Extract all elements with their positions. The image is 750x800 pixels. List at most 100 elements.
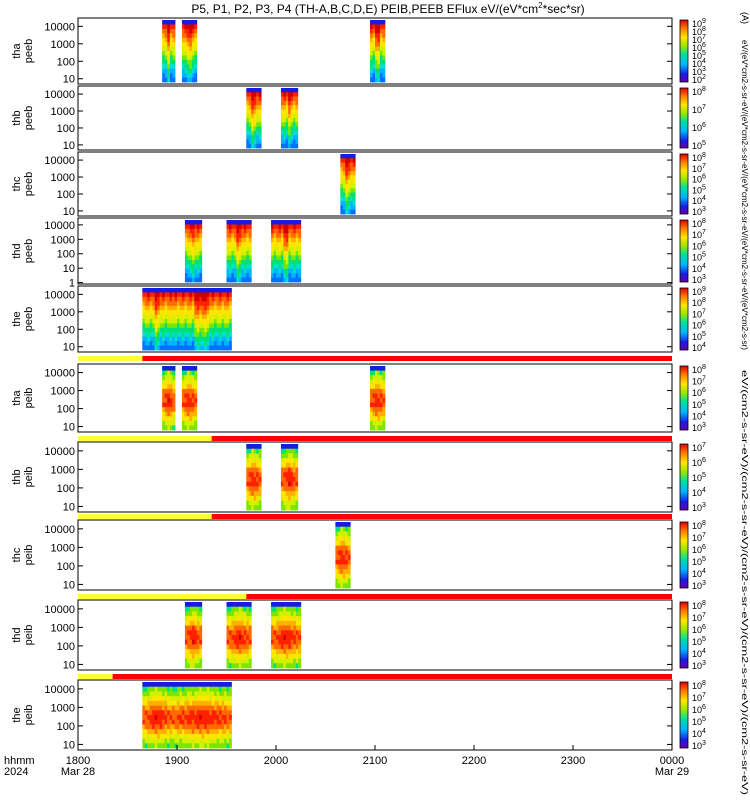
mode-bar-red bbox=[112, 674, 672, 679]
colorbar-tick-label: 106 bbox=[692, 457, 706, 468]
colorbar-tick-label: 106 bbox=[692, 122, 706, 133]
y-tick-label: 10000 bbox=[44, 446, 75, 458]
colorbar-tick-label: 104 bbox=[692, 58, 706, 69]
panel-thb-peeb: 10000 1000 100 10 thb peeb 108 107 106 105 bbox=[11, 85, 706, 152]
colorbar-tick-label: 108 bbox=[692, 86, 706, 97]
y-tick-label: 10 bbox=[63, 206, 75, 218]
colorbar-tick-label: 105 bbox=[692, 636, 706, 647]
colorbar bbox=[679, 365, 689, 431]
colorbar-tick-label: 103 bbox=[692, 740, 706, 751]
colorbar-tick-label: 106 bbox=[692, 704, 706, 715]
colorbar bbox=[679, 87, 689, 149]
mode-bar-red bbox=[211, 514, 672, 519]
colorbar-tick-label: 108 bbox=[692, 520, 706, 531]
y-tick-label: 1000 bbox=[51, 542, 75, 554]
spectrogram-interval bbox=[172, 682, 232, 749]
y-axis-species-label: peeb bbox=[23, 39, 35, 63]
mode-bar bbox=[78, 356, 673, 361]
y-tick-label: 10 bbox=[63, 501, 75, 513]
spectrogram-interval bbox=[184, 602, 203, 669]
spectrogram-interval bbox=[271, 220, 302, 283]
colorbar-tick-label: 108 bbox=[692, 152, 706, 163]
y-tick-label: 100 bbox=[57, 324, 75, 336]
colorbar-tick-label: 106 bbox=[692, 240, 706, 251]
x-tick-label: 2200 bbox=[462, 755, 486, 767]
spectrogram-interval bbox=[142, 288, 173, 351]
colorbar-tick-label: 108 bbox=[692, 364, 706, 375]
colorbar bbox=[679, 19, 689, 83]
colorbar-tick-label: 108 bbox=[692, 26, 706, 37]
y-tick-label: 10000 bbox=[44, 604, 75, 616]
colorbar-tick-label: 104 bbox=[692, 487, 706, 498]
x-tick-label: 1900 bbox=[165, 755, 189, 767]
colorbar-units-peeb-long: eV/(eV*cm2-s-sr-eV/(eV*cm2-s-sr-eV/(eV*c… bbox=[740, 40, 750, 350]
colorbar-tick-label: 103 bbox=[692, 206, 706, 217]
x-label-hhmm: hhmm bbox=[4, 755, 35, 767]
colorbar-tick-label: 107 bbox=[692, 229, 706, 240]
y-tick-label: 10000 bbox=[44, 21, 75, 33]
mode-bar bbox=[78, 594, 673, 599]
y-tick-label: 1000 bbox=[51, 307, 75, 319]
mode-bar-yellow bbox=[78, 594, 247, 599]
x-tick-label: 2100 bbox=[363, 755, 387, 767]
spectrogram-interval bbox=[280, 444, 299, 511]
chart-title: P5, P1, P2, P3, P4 (TH-A,B,C,D,E) PEIB,P… bbox=[191, 1, 584, 16]
colorbar-tick-label: 107 bbox=[692, 612, 706, 623]
y-tick-label: 1000 bbox=[51, 39, 75, 51]
y-axis-probe-label: the bbox=[11, 311, 23, 326]
y-tick-label: 1000 bbox=[51, 702, 75, 714]
panel-frame bbox=[77, 151, 673, 217]
spectrogram-interval bbox=[370, 20, 386, 83]
y-tick-label: 10 bbox=[63, 422, 75, 434]
colorbar bbox=[679, 443, 689, 511]
colorbar-tick-label: 107 bbox=[692, 308, 706, 319]
panel-frame bbox=[77, 599, 673, 671]
y-tick-label: 100 bbox=[57, 249, 75, 261]
y-tick-label: 10000 bbox=[44, 368, 75, 380]
spectrogram-interval bbox=[226, 602, 252, 669]
title-superscript: 2 bbox=[538, 1, 543, 10]
y-tick-label: 10000 bbox=[44, 89, 75, 101]
y-tick-label: 100 bbox=[57, 483, 75, 495]
colorbar-tick-label: 107 bbox=[692, 34, 706, 45]
panel-thb-peib: 10000 1000 100 10 thb peib 107 106 105 104 103 bbox=[11, 441, 706, 513]
colorbar bbox=[679, 681, 689, 749]
mode-bar-red bbox=[246, 594, 673, 599]
y-tick-label: 100 bbox=[57, 641, 75, 653]
colorbar-tick-label: 104 bbox=[692, 568, 706, 579]
y-tick-label: 10000 bbox=[44, 524, 75, 536]
colorbar-units-peeb: (A) bbox=[740, 12, 750, 24]
y-tick-label: 10 bbox=[63, 659, 75, 671]
y-axis-probe-label: thb bbox=[11, 110, 23, 125]
y-axis-probe-label: tha bbox=[11, 389, 23, 405]
y-axis-probe-label: thc bbox=[11, 547, 23, 562]
colorbar-tick-label: 105 bbox=[692, 399, 706, 410]
y-axis-probe-label: tha bbox=[11, 42, 23, 58]
colorbar-tick-label: 105 bbox=[692, 184, 706, 195]
y-tick-label: 10 bbox=[63, 579, 75, 591]
colorbar-tick-label: 103 bbox=[692, 422, 706, 433]
title-tail: *sec*sr) bbox=[543, 2, 585, 16]
colorbar-tick-label: 104 bbox=[692, 195, 706, 206]
colorbar-tick-label: 107 bbox=[692, 104, 706, 115]
colorbar-tick-label: 103 bbox=[692, 66, 706, 77]
mode-bar-yellow bbox=[78, 674, 113, 679]
colorbar-tick-label: 105 bbox=[692, 140, 706, 151]
panel-frame bbox=[77, 441, 673, 513]
spectrogram-interval bbox=[181, 20, 198, 83]
y-tick-label: 100 bbox=[57, 561, 75, 573]
mode-bar-yellow bbox=[78, 514, 212, 519]
y-tick-label: 1000 bbox=[51, 622, 75, 634]
colorbar-tick-label: 107 bbox=[692, 376, 706, 387]
y-axis-species-label: peeb bbox=[23, 106, 35, 130]
spectrogram-interval bbox=[280, 88, 299, 149]
y-tick-label: 10000 bbox=[44, 155, 75, 167]
x-date-left: Mar 28 bbox=[61, 766, 95, 778]
colorbar-tick-label: 106 bbox=[692, 174, 706, 185]
x-tick-label: 0000 bbox=[660, 755, 684, 767]
